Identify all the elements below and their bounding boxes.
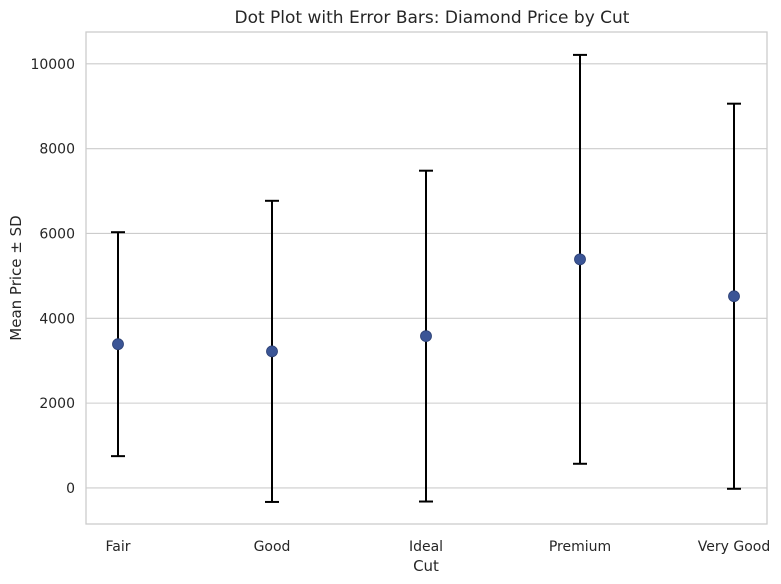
chart-title: Dot Plot with Error Bars: Diamond Price … (235, 8, 630, 28)
y-tick-label: 2000 (39, 396, 75, 412)
x-tick-label: Good (254, 539, 291, 555)
y-tick-label: 8000 (39, 142, 75, 158)
mean-point (112, 338, 124, 351)
y-axis-label: Mean Price ± SD (7, 215, 25, 340)
x-tick-label: Premium (549, 539, 611, 555)
mean-point (728, 290, 740, 303)
x-axis-label: Cut (413, 557, 439, 575)
y-tick-label: 4000 (39, 311, 75, 327)
y-tick-label: 6000 (39, 226, 75, 242)
x-tick-label: Ideal (409, 539, 443, 555)
x-tick-label: Very Good (698, 539, 770, 555)
error-bars (111, 53, 741, 503)
mean-point (574, 253, 586, 266)
y-tick-label: 0 (66, 481, 75, 497)
mean-point (420, 330, 432, 343)
y-tick-labels: 0 2000 4000 6000 8000 10000 (30, 57, 75, 497)
x-tick-labels: Fair Good Ideal Premium Very Good (106, 539, 771, 555)
plot-frame (85, 31, 768, 525)
data-points (112, 253, 740, 358)
mean-point (266, 345, 278, 358)
y-tick-label: 10000 (30, 57, 75, 73)
x-tick-label: Fair (106, 539, 131, 555)
